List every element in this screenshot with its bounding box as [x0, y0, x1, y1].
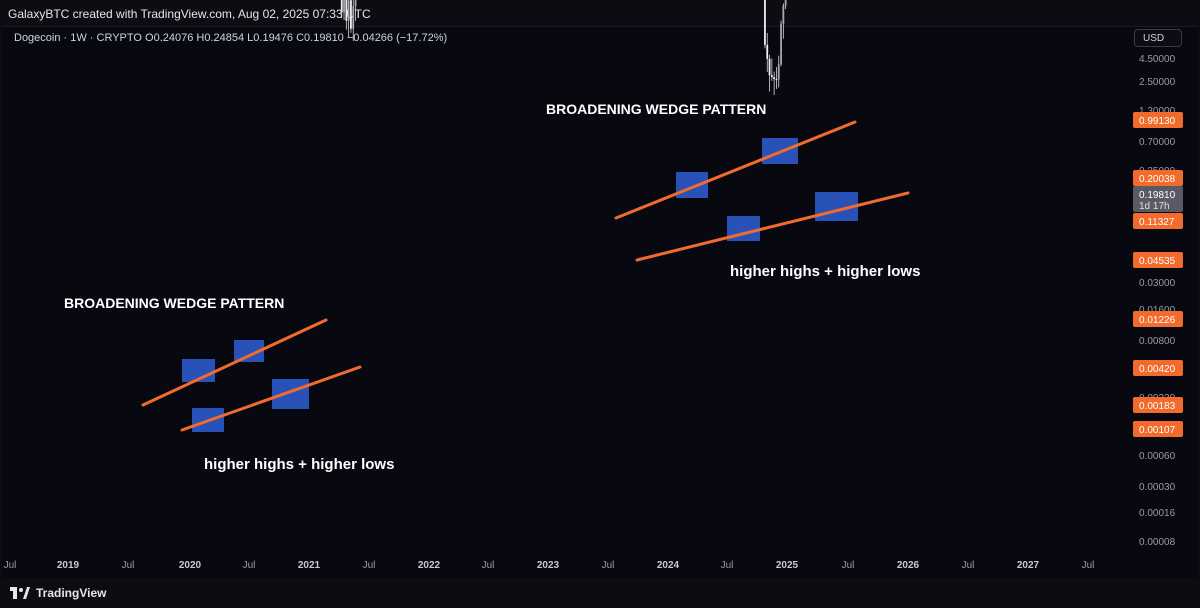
- candle-body: [350, 0, 352, 29]
- pattern-touch-box: [234, 340, 264, 362]
- candle-body: [340, 0, 343, 13]
- candle-body: [780, 23, 782, 65]
- x-axis-tick: Jul: [962, 560, 975, 571]
- x-axis-tick: 2020: [179, 560, 202, 571]
- x-axis-tick: 2019: [57, 560, 80, 571]
- x-axis-tick: Jul: [1082, 560, 1095, 571]
- price-tag: [1133, 170, 1183, 186]
- currency-button[interactable]: USD: [1134, 29, 1182, 47]
- price-tag: [1133, 360, 1183, 376]
- x-axis-tick: Jul: [122, 560, 135, 571]
- price-tag-label: 0.11327: [1139, 217, 1175, 228]
- pattern-touch-box: [676, 172, 708, 198]
- current-price-value: 0.19810: [1139, 190, 1176, 201]
- x-axis-tick: Jul: [482, 560, 495, 571]
- price-tag: [1133, 213, 1183, 229]
- wedge-trendline: [635, 191, 910, 262]
- y-axis-tick: 0.03000: [1139, 278, 1176, 289]
- x-axis-tick: Jul: [721, 560, 734, 571]
- x-axis-tick: 2022: [418, 560, 441, 571]
- footer: TradingView: [0, 578, 1200, 608]
- price-tag-label: 0.00183: [1139, 401, 1176, 412]
- pattern-touch-box: [272, 379, 309, 409]
- candle-body: [764, 0, 766, 45]
- y-axis-tick: 0.01600: [1139, 305, 1176, 316]
- tradingview-logo[interactable]: TradingView: [10, 586, 106, 600]
- candle-body: [784, 0, 787, 6]
- x-axis-tick: 2023: [537, 560, 560, 571]
- price-tag-label: 0.20038: [1139, 174, 1176, 185]
- x-axis-tick: Jul: [842, 560, 855, 571]
- chart-header: GalaxyBTC created with TradingView.com, …: [0, 0, 1200, 26]
- candle-body: [352, 6, 355, 29]
- x-axis-tick: Jul: [363, 560, 376, 571]
- y-axis-tick: 0.00030: [1139, 482, 1176, 493]
- candle-body: [354, 0, 357, 7]
- price-tag: [1133, 252, 1183, 268]
- price-tag-label: 0.99130: [1139, 116, 1176, 127]
- higher-highs-lows-label: higher highs + higher lows: [730, 263, 920, 280]
- x-axis-tick: 2021: [298, 560, 321, 571]
- wedge-pattern-label: BROADENING WEDGE PATTERN: [64, 295, 284, 311]
- y-axis-tick: 4.50000: [1139, 54, 1176, 65]
- price-tag: [1133, 421, 1183, 437]
- y-axis-tick: 0.00060: [1139, 451, 1176, 462]
- price-tag-label: 0.00107: [1139, 425, 1176, 436]
- y-axis-tick: 0.00008: [1139, 537, 1176, 548]
- wedge-trendline: [180, 365, 362, 432]
- x-axis-tick: Jul: [602, 560, 615, 571]
- candle-body: [775, 79, 778, 81]
- chart-area[interactable]: [2, 26, 1198, 579]
- candle-body: [343, 0, 345, 13]
- y-axis-tick: 0.00800: [1139, 336, 1176, 347]
- price-tag-label: 0.04535: [1139, 256, 1176, 267]
- x-axis-tick: Jul: [243, 560, 256, 571]
- y-axis-tick: 2.50000: [1139, 77, 1176, 88]
- price-tag-label: 0.01226: [1139, 315, 1176, 326]
- current-price-tag: [1133, 186, 1183, 212]
- x-axis-tick: 2026: [897, 560, 920, 571]
- symbol-info: Dogecoin · 1W · CRYPTO O0.24076 H0.24854…: [14, 32, 448, 44]
- wedge-trendline: [141, 318, 328, 407]
- candle-body: [345, 0, 348, 21]
- tradingview-brand: TradingView: [36, 586, 107, 600]
- candle-body: [768, 58, 771, 76]
- y-axis-tick: 1.30000: [1139, 106, 1176, 117]
- candle-body: [347, 0, 350, 21]
- author-credit: GalaxyBTC created with TradingView.com, …: [8, 7, 371, 21]
- x-axis-tick: 2027: [1017, 560, 1040, 571]
- tradingview-logo-icon: [10, 587, 30, 599]
- x-axis-tick: 2024: [657, 560, 680, 571]
- y-axis-tick: 0.00016: [1139, 508, 1176, 519]
- price-chart[interactable]: BROADENING WEDGE PATTERN higher highs + h…: [0, 0, 1200, 578]
- wedge-trendline: [614, 120, 857, 220]
- wedge-pattern-label: BROADENING WEDGE PATTERN: [546, 101, 766, 117]
- y-axis-tick: 0.70000: [1139, 137, 1176, 148]
- price-tag-label: 0.00420: [1139, 364, 1176, 375]
- x-axis-tick: 2025: [776, 560, 799, 571]
- current-price-countdown: 1d 17h: [1139, 201, 1170, 212]
- price-tag: [1133, 112, 1183, 128]
- candle-body: [777, 64, 780, 80]
- candle-body: [766, 44, 769, 59]
- candle-body: [770, 75, 773, 78]
- candle-body: [782, 5, 785, 24]
- candle-body: [773, 77, 776, 80]
- price-tag: [1133, 311, 1183, 327]
- price-tag: [1133, 397, 1183, 413]
- x-axis-tick: Jul: [4, 560, 17, 571]
- higher-highs-lows-label: higher highs + higher lows: [204, 456, 394, 473]
